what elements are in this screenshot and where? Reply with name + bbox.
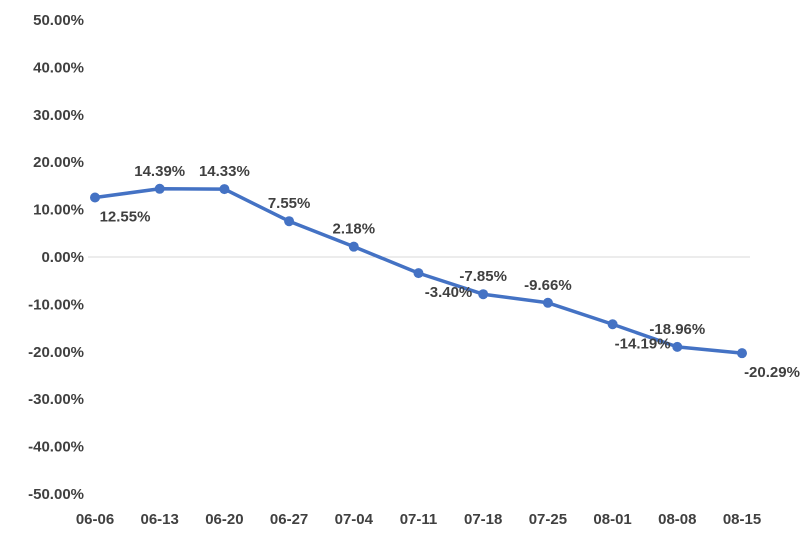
data-label: -9.66%: [524, 277, 572, 294]
data-label: -3.40%: [425, 284, 473, 301]
x-tick-label: 07-25: [529, 511, 567, 528]
y-tick-label: 10.00%: [33, 202, 84, 219]
x-axis: 06-06 06-13 06-20 06-27 07-04 07-11 07-18 07-25…: [76, 511, 761, 528]
data-labels: 12.55% 14.39% 14.33% 7.55% 2.18% -3.40%-7.85%…: [100, 163, 800, 381]
data-point: [672, 341, 683, 352]
data-label: -7.85%: [459, 268, 507, 285]
data-label: -18.96%: [649, 321, 705, 338]
data-label: -20.29%: [744, 364, 800, 381]
y-tick-label: -30.00%: [28, 391, 84, 408]
y-tick-label: 40.00%: [33, 59, 84, 76]
x-tick-label: 08-01: [593, 511, 631, 528]
data-point: [737, 348, 747, 359]
y-tick-label: -20.00%: [28, 344, 84, 361]
x-tick-label: 06-06: [76, 511, 114, 528]
x-tick-label: 07-18: [464, 511, 502, 528]
data-point: [348, 241, 359, 252]
y-tick-label: 30.00%: [33, 107, 84, 124]
x-tick-label: 07-11: [400, 511, 438, 528]
x-tick-label: 08-08: [658, 511, 696, 528]
data-label: 7.55%: [268, 195, 311, 212]
y-tick-label: -50.00%: [28, 486, 84, 503]
x-tick-label: 06-13: [141, 511, 179, 528]
y-tick-label: -10.00%: [28, 296, 84, 313]
data-point: [413, 268, 424, 279]
data-point: [219, 184, 230, 195]
x-tick-label: 07-04: [335, 511, 374, 528]
x-tick-label: 06-20: [205, 511, 243, 528]
data-point: [284, 216, 295, 227]
y-tick-label: -40.00%: [28, 439, 84, 456]
x-tick-label: 06-27: [270, 511, 308, 528]
y-tick-label: 50.00%: [33, 12, 84, 29]
data-point: [607, 319, 618, 330]
data-point: [154, 183, 165, 194]
data-label: 14.39%: [134, 163, 185, 180]
data-label: 12.55%: [100, 209, 151, 226]
data-point: [90, 192, 100, 203]
data-label: -14.19%: [615, 335, 671, 352]
data-label: 14.33%: [199, 163, 250, 180]
data-label: 2.18%: [333, 221, 376, 238]
data-point: [478, 289, 489, 300]
y-axis: 50.00% 40.00% 30.00% 20.00% 10.00% 0.00% -10.0…: [28, 12, 84, 503]
x-tick-label: 08-15: [723, 511, 761, 528]
y-tick-label: 0.00%: [41, 249, 84, 266]
y-tick-label: 20.00%: [33, 154, 84, 171]
data-point: [542, 297, 553, 308]
data-points: [90, 183, 747, 359]
